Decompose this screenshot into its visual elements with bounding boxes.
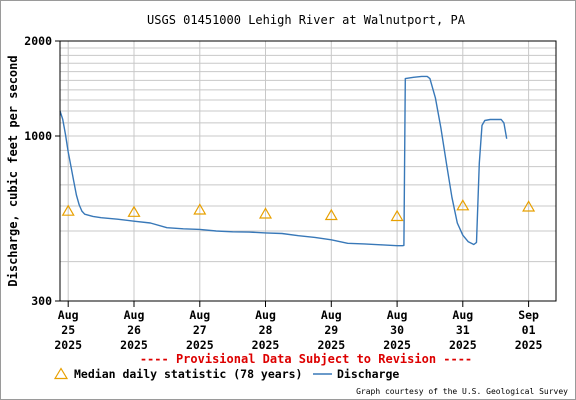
grid-layer: [60, 41, 556, 301]
y-tick-label: 2000: [24, 34, 52, 48]
x-tick-label: 2025: [252, 338, 280, 352]
median-marker: [324, 208, 338, 221]
x-tick-label: 2025: [317, 338, 345, 352]
x-tick-label: Aug: [189, 308, 210, 322]
x-tick-label: Aug: [124, 308, 145, 322]
plot-border: [59, 40, 557, 302]
provisional-notice: ---- Provisional Data Subject to Revisio…: [140, 352, 472, 366]
median-marker: [193, 203, 207, 215]
y-tick-label: 1000: [24, 129, 52, 143]
median-marker: [390, 209, 404, 222]
x-tick-label: Aug: [387, 308, 408, 322]
x-tick-label: 30: [390, 323, 404, 337]
discharge-series-line: [59, 75, 508, 247]
x-tick-label: 2025: [449, 338, 477, 352]
legend-median-marker: [53, 367, 69, 380]
x-tick-label: 2025: [120, 338, 148, 352]
legend-median-label: Median daily statistic (78 years): [74, 367, 302, 381]
chart-title: USGS 01451000 Lehigh River at Walnutport…: [147, 13, 466, 27]
legend: Median daily statistic (78 years) Discha…: [53, 367, 399, 381]
median-marker: [127, 205, 141, 217]
ticks-layer: Aug252025Aug262025Aug272025Aug282025Aug2…: [24, 34, 542, 352]
x-tick-label: Aug: [58, 308, 79, 322]
credit-text: Graph courtesy of the U.S. Geological Su…: [356, 387, 568, 396]
median-marker: [258, 207, 273, 219]
x-tick-label: 28: [259, 323, 273, 337]
x-tick-label: Aug: [255, 308, 276, 322]
y-axis-label: Discharge, cubic feet per second: [6, 55, 20, 286]
median-marker: [456, 199, 470, 211]
x-tick-label: Aug: [452, 308, 473, 322]
x-tick-label: 31: [456, 323, 470, 337]
x-tick-label: 2025: [186, 338, 214, 352]
legend-discharge-label: Discharge: [337, 367, 399, 381]
median-marker: [61, 204, 75, 216]
x-tick-label: 2025: [515, 338, 543, 352]
x-tick-label: 29: [324, 323, 338, 337]
x-tick-label: 27: [193, 323, 207, 337]
x-tick-label: Aug: [321, 308, 342, 322]
x-tick-label: 26: [127, 323, 141, 337]
median-layer: [61, 199, 536, 222]
x-tick-label: 01: [522, 323, 536, 337]
y-tick-label: 300: [31, 294, 52, 308]
x-tick-label: 2025: [383, 338, 411, 352]
x-tick-label: Sep: [518, 308, 539, 322]
line-layer: [59, 75, 508, 247]
median-marker: [522, 200, 536, 212]
x-tick-label: 2025: [54, 338, 82, 352]
x-tick-label: 25: [61, 323, 75, 337]
